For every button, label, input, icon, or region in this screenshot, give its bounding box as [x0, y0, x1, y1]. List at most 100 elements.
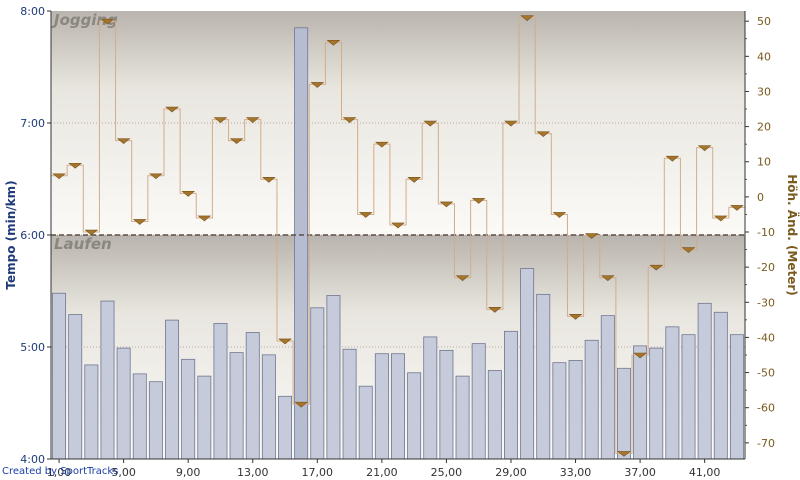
pace-bar [278, 395, 292, 460]
elevation-marker [423, 120, 438, 127]
pace-bar [407, 372, 422, 460]
axes-layer: 4:00 5:00 6:00 7:00 8:00 50 40 30 20 10 0 -10 -20 -30… [20, 5, 775, 479]
elevation-marker [391, 222, 405, 229]
elevation-marker [439, 201, 454, 208]
elevation-marker [713, 215, 728, 222]
pace-bar [358, 385, 373, 460]
right-tick-label: 0 [757, 191, 764, 204]
pace-bar [326, 295, 341, 460]
right-tick-label: -60 [757, 402, 775, 415]
pace-bar [423, 336, 438, 460]
x-tick-label: 25,00 [431, 466, 463, 479]
pace-bar [261, 354, 276, 460]
pace-bar [229, 352, 244, 460]
left-tick-label: 5:00 [20, 341, 45, 354]
elevation-marker [165, 106, 179, 113]
pace-bar [697, 302, 712, 460]
pace-bar [391, 353, 405, 460]
elevation-marker [471, 198, 486, 204]
elevation-marker [649, 264, 664, 271]
elevation-marker [326, 39, 341, 46]
pace-bar [584, 339, 599, 460]
elevation-marker [568, 314, 583, 320]
pace-bar [165, 319, 180, 460]
x-tick-label: 9,00 [176, 466, 201, 479]
zone-label-laufen: Laufen [54, 235, 112, 253]
pace-bar [84, 364, 99, 460]
elevation-marker [245, 117, 260, 123]
x-tick-label: 29,00 [495, 466, 527, 479]
pace-bar [600, 315, 615, 460]
left-tick-label: 7:00 [20, 117, 45, 130]
right-tick-label: 40 [757, 50, 771, 63]
pace-bar [213, 323, 228, 460]
elevation-marker [681, 247, 696, 253]
pace-bar [487, 370, 502, 460]
right-tick-label: -20 [757, 261, 775, 274]
pace-bar [310, 307, 325, 460]
right-tick-label: -10 [757, 226, 775, 239]
pace-bar [52, 292, 67, 460]
pace-bar [713, 311, 728, 460]
pace-bar [536, 293, 551, 460]
right-tick-label: -30 [757, 296, 775, 309]
elevation-marker [132, 219, 147, 225]
elevation-marker [665, 155, 680, 162]
x-tick-label: 33,00 [560, 466, 592, 479]
pace-bar [68, 314, 83, 460]
right-tick-label: 30 [757, 85, 771, 98]
elevation-marker [213, 117, 228, 123]
pace-bar [520, 268, 535, 460]
elevation-marker [197, 215, 212, 222]
pace-bar [116, 347, 131, 460]
x-tick-label: 17,00 [302, 466, 334, 479]
pace-bars [52, 27, 744, 460]
pace-bar [665, 326, 680, 460]
pace-bar [681, 334, 696, 460]
elevation-marker [116, 138, 131, 145]
zone-band-jogging [51, 11, 745, 235]
elevation-marker [100, 18, 115, 25]
zone-label-jogging: Jogging [51, 11, 118, 29]
left-tick-label: 8:00 [20, 5, 45, 18]
left-tick-label: 4:00 [20, 453, 45, 466]
elevation-marker [262, 177, 276, 183]
x-tick-label: 5,00 [111, 466, 136, 479]
elevation-marker [278, 338, 292, 345]
right-tick-label: 20 [757, 121, 771, 134]
x-tick-label: 41,00 [689, 466, 721, 479]
right-tick-label: -50 [757, 367, 775, 380]
elevation-marker [84, 229, 99, 236]
pace-bar [148, 381, 163, 460]
pace-bar [197, 375, 212, 460]
pace-bar [132, 373, 147, 460]
right-tick-label: -40 [757, 331, 775, 344]
elevation-marker [697, 145, 712, 152]
x-tick-label: 13,00 [237, 466, 269, 479]
pace-bar [729, 334, 744, 460]
elevation-marker [584, 233, 599, 239]
elevation-marker [52, 173, 66, 180]
pace-bar [633, 345, 648, 460]
x-tick-label: 21,00 [366, 466, 398, 479]
elevation-marker [520, 15, 534, 22]
elevation-marker [181, 191, 196, 197]
x-tick-label: 1,00 [47, 466, 72, 479]
elevation-marker [229, 138, 244, 145]
pace-bar [649, 347, 664, 460]
elevation-marker [407, 177, 421, 183]
credit-text: Created by SportTracks [2, 466, 119, 477]
pace-bar [181, 358, 196, 460]
elevation-marker [504, 120, 518, 127]
elevation-marker [552, 212, 567, 218]
elevation-marker [600, 275, 615, 282]
right-tick-label: 10 [757, 156, 771, 169]
elevation-marker [375, 141, 389, 148]
elevation-marker [633, 352, 647, 359]
left-axis-label: Tempo (min/km) [4, 180, 18, 289]
elevation-marker [310, 82, 325, 88]
pace-bar [374, 353, 389, 460]
elevation-marker [342, 117, 357, 123]
pace-bar [552, 362, 567, 460]
right-tick-label: 50 [757, 15, 771, 28]
